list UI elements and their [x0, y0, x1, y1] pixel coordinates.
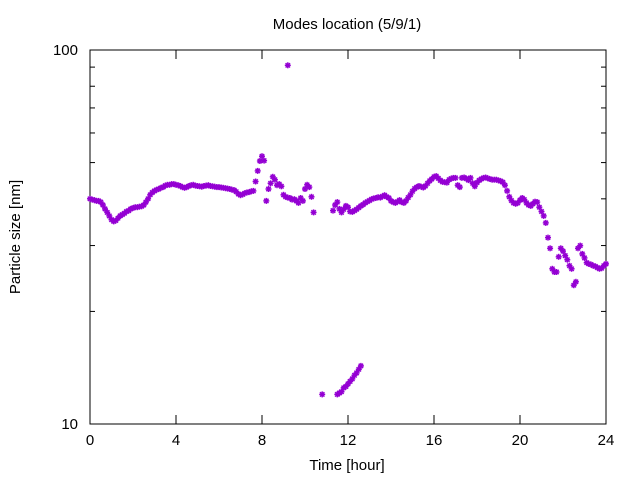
data-point: [514, 199, 521, 206]
data-point: [310, 209, 317, 216]
data-point: [501, 182, 508, 189]
plot-frame: [89, 49, 607, 425]
x-tick-label: 0: [86, 432, 94, 449]
data-point: [534, 199, 541, 206]
axis-tick-labels: 0 4 8 12 16 20 24 10 100: [53, 42, 614, 449]
data-point: [452, 174, 459, 181]
data-point: [265, 186, 272, 192]
data-point: [577, 242, 584, 249]
data-point: [542, 219, 549, 226]
x-axis-label: Time [hour]: [309, 457, 384, 474]
y-axis-label: Particle size [nm]: [7, 180, 24, 294]
data-point: [572, 278, 579, 285]
data-point: [334, 199, 341, 206]
data-point: [330, 207, 336, 214]
x-tick-label: 4: [172, 432, 180, 449]
axis-ticks: [89, 49, 607, 425]
data-point: [504, 187, 511, 194]
data-point: [568, 265, 575, 272]
data-point: [456, 184, 463, 191]
data-point: [271, 176, 278, 183]
data-point: [603, 260, 609, 267]
data-point: [299, 197, 306, 204]
data-point: [250, 187, 257, 194]
data-point: [261, 157, 268, 164]
data-point: [306, 184, 313, 191]
data-points: [87, 62, 609, 398]
data-point: [308, 193, 315, 200]
data-point: [267, 180, 274, 187]
x-tick-label: 16: [426, 432, 443, 449]
data-point: [467, 174, 474, 181]
x-tick-label: 8: [258, 432, 266, 449]
data-point: [263, 197, 270, 204]
data-point: [564, 256, 571, 263]
chart-title: Modes location (5/9/1): [273, 16, 421, 33]
data-point: [252, 178, 259, 185]
data-point: [319, 391, 326, 398]
y-tick-label: 10: [61, 416, 78, 433]
y-tick-label: 100: [53, 42, 78, 59]
x-tick-label: 24: [598, 432, 615, 449]
data-point: [545, 234, 551, 241]
data-point: [284, 62, 291, 69]
data-point: [581, 254, 588, 261]
data-point: [560, 248, 566, 255]
data-point: [254, 167, 261, 174]
data-point: [555, 253, 562, 260]
data-point: [256, 158, 263, 164]
data-point: [540, 212, 547, 219]
data-point: [357, 362, 364, 369]
x-tick-label: 12: [340, 432, 357, 449]
data-point: [553, 269, 560, 275]
x-tick-label: 20: [512, 432, 529, 449]
data-point: [547, 245, 554, 252]
data-point: [278, 183, 285, 190]
